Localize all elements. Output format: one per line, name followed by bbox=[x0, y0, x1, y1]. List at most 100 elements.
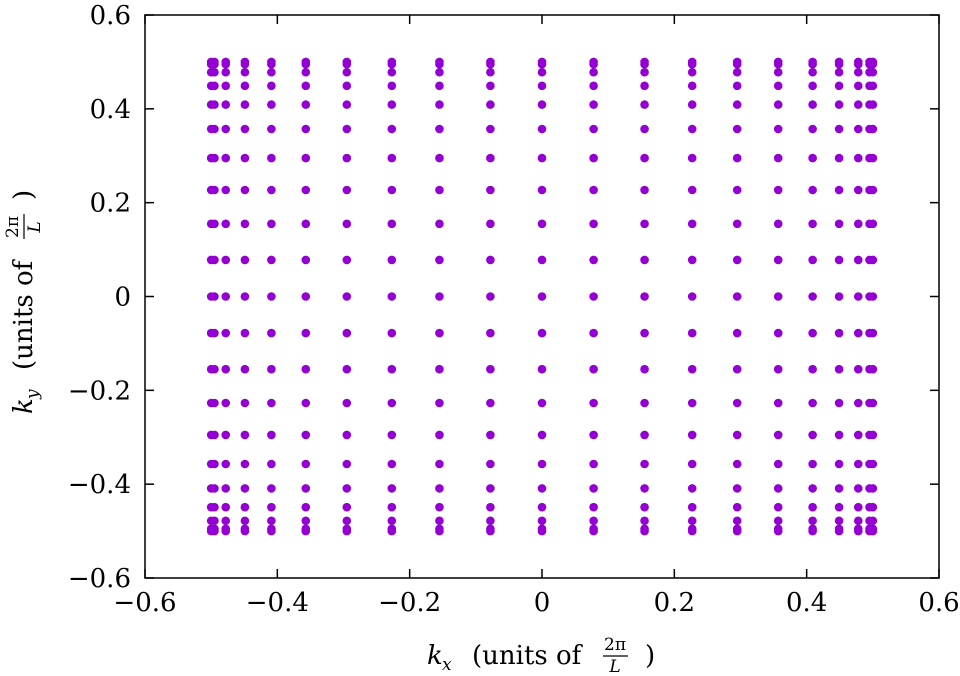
data-point bbox=[301, 185, 311, 195]
data-point bbox=[537, 516, 547, 526]
data-point bbox=[486, 484, 495, 493]
data-point bbox=[868, 100, 878, 109]
data-point bbox=[868, 516, 878, 526]
data-point bbox=[221, 524, 231, 534]
data-point bbox=[210, 524, 219, 534]
data-point bbox=[687, 502, 697, 512]
data-point bbox=[687, 328, 697, 338]
data-point bbox=[687, 219, 697, 229]
data-point bbox=[853, 219, 863, 229]
data-point bbox=[640, 516, 649, 526]
data-point bbox=[240, 459, 250, 469]
data-point bbox=[435, 124, 444, 134]
data-point bbox=[240, 364, 250, 374]
data-point bbox=[240, 328, 250, 338]
data-point bbox=[732, 459, 742, 469]
data-point bbox=[240, 100, 250, 109]
data-point bbox=[589, 516, 598, 526]
data-point bbox=[808, 219, 817, 229]
data-point bbox=[773, 398, 783, 408]
data-point bbox=[435, 185, 444, 195]
data-point bbox=[240, 67, 250, 77]
data-point bbox=[732, 67, 742, 77]
data-point bbox=[221, 328, 231, 338]
data-point bbox=[589, 328, 598, 338]
data-point bbox=[221, 153, 231, 163]
data-point bbox=[435, 81, 444, 91]
data-point bbox=[342, 185, 352, 195]
data-point bbox=[221, 484, 231, 493]
data-point bbox=[808, 81, 817, 91]
data-point bbox=[221, 57, 231, 67]
x-axis-label-frac-den: L bbox=[608, 657, 620, 676]
data-point bbox=[486, 255, 495, 265]
data-point bbox=[537, 219, 547, 229]
y-tick-label: 0.6 bbox=[90, 1, 131, 31]
data-point bbox=[301, 124, 311, 134]
data-point bbox=[301, 100, 311, 109]
data-point bbox=[342, 292, 352, 301]
data-point bbox=[301, 153, 311, 163]
data-point bbox=[687, 484, 697, 493]
data-point bbox=[435, 430, 444, 440]
data-point bbox=[387, 328, 397, 338]
data-point bbox=[267, 81, 276, 91]
data-point bbox=[853, 124, 863, 134]
data-point bbox=[210, 81, 219, 91]
data-point bbox=[240, 292, 250, 301]
data-point bbox=[640, 484, 649, 493]
x-tick-label: 0.6 bbox=[918, 588, 959, 618]
data-point bbox=[267, 430, 276, 440]
data-point bbox=[267, 255, 276, 265]
data-point bbox=[537, 398, 547, 408]
data-point bbox=[589, 524, 598, 534]
x-tick-label: 0 bbox=[534, 588, 551, 618]
data-point bbox=[808, 524, 817, 534]
data-point bbox=[301, 81, 311, 91]
data-point bbox=[640, 153, 649, 163]
data-point bbox=[486, 185, 495, 195]
data-point bbox=[868, 484, 878, 493]
data-point bbox=[868, 57, 878, 67]
data-point bbox=[435, 255, 444, 265]
data-point bbox=[640, 81, 649, 91]
data-point bbox=[387, 57, 397, 67]
data-point bbox=[808, 255, 817, 265]
data-point bbox=[589, 57, 598, 67]
data-point bbox=[301, 524, 311, 534]
data-point bbox=[267, 484, 276, 493]
data-point bbox=[267, 328, 276, 338]
data-point bbox=[732, 430, 742, 440]
data-point bbox=[486, 502, 495, 512]
data-point bbox=[773, 484, 783, 493]
data-point bbox=[435, 484, 444, 493]
y-tick-label: 0.4 bbox=[90, 95, 131, 125]
data-point bbox=[640, 67, 649, 77]
data-point bbox=[537, 57, 547, 67]
y-tick-label: 0 bbox=[114, 283, 131, 313]
data-point bbox=[267, 459, 276, 469]
data-point bbox=[834, 292, 844, 301]
data-point bbox=[853, 364, 863, 374]
data-point bbox=[537, 124, 547, 134]
data-point bbox=[435, 398, 444, 408]
data-point bbox=[221, 81, 231, 91]
data-point bbox=[773, 185, 783, 195]
data-point bbox=[486, 219, 495, 229]
y-axis-label-close: ) bbox=[9, 190, 39, 200]
data-point bbox=[486, 153, 495, 163]
data-point bbox=[834, 124, 844, 134]
data-point bbox=[834, 153, 844, 163]
data-point bbox=[868, 502, 878, 512]
data-point bbox=[486, 398, 495, 408]
data-point bbox=[301, 255, 311, 265]
data-point bbox=[267, 153, 276, 163]
data-points bbox=[206, 57, 878, 536]
data-point bbox=[732, 502, 742, 512]
data-point bbox=[773, 459, 783, 469]
data-point bbox=[221, 185, 231, 195]
data-point bbox=[210, 219, 219, 229]
data-point bbox=[868, 81, 878, 91]
data-point bbox=[210, 255, 219, 265]
data-point bbox=[732, 185, 742, 195]
